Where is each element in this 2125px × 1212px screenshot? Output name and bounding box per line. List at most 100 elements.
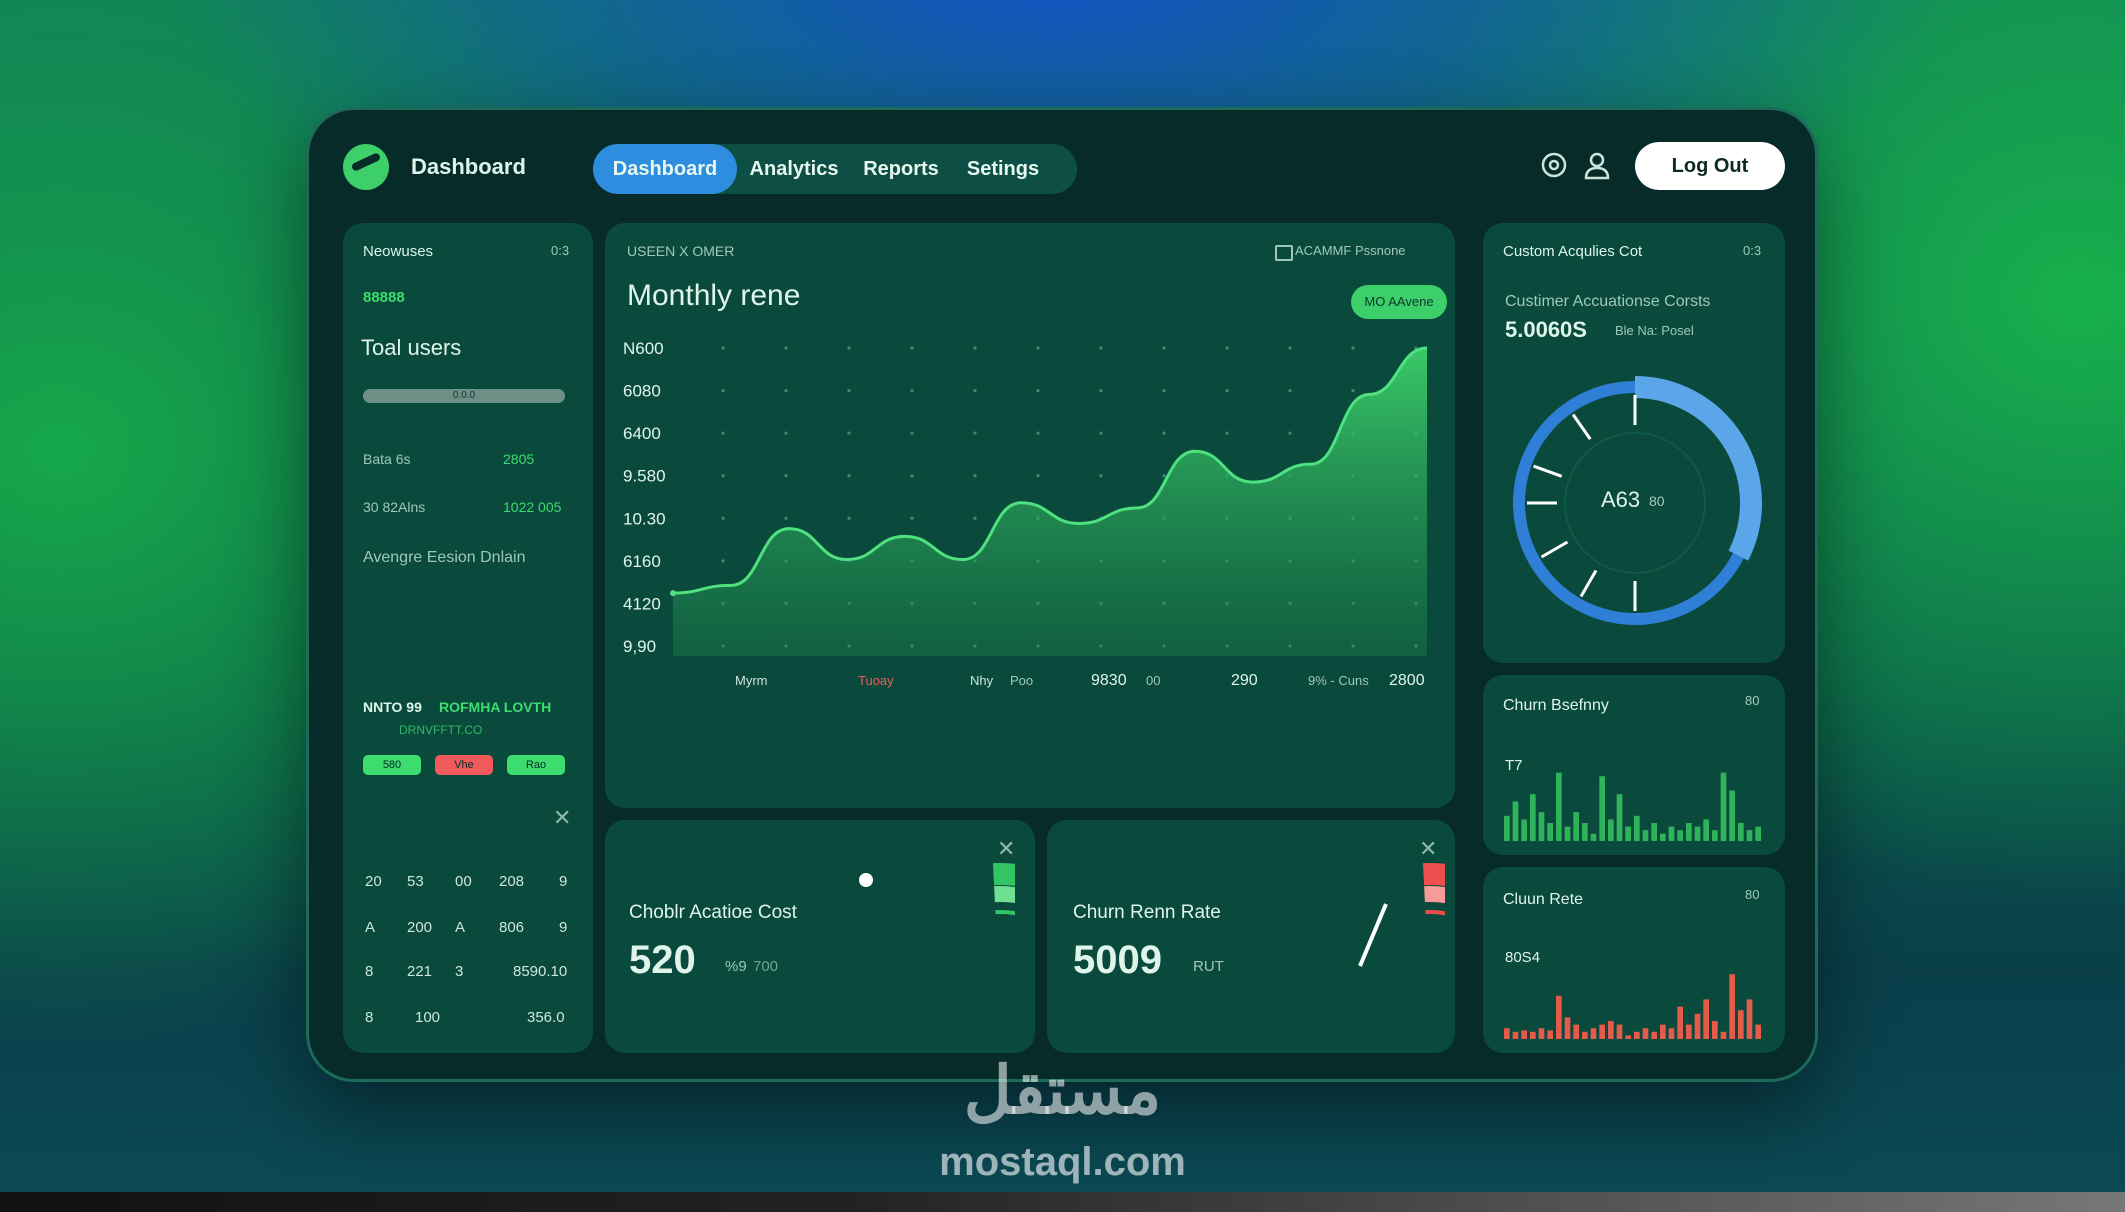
pill-1[interactable]: 580 — [363, 755, 421, 775]
acquisition-gauge — [859, 863, 1015, 916]
cac-title: Custom Acqulies Cot — [1503, 243, 1643, 260]
chart-legend-text: ACAMMF Pssnone — [1295, 243, 1406, 258]
users-progress-label: 0.0.0 — [452, 390, 476, 401]
y-tick-label: 6160 — [623, 552, 661, 571]
dashboard-window: Dashboard Dashboard Analytics Reports Se… — [306, 107, 1818, 1082]
cell-r3c2: 221 — [407, 963, 433, 980]
grid-dot — [1099, 474, 1103, 478]
users-panel-close-icon[interactable]: ✕ — [553, 805, 572, 830]
cell-r1c3: 00 — [455, 873, 472, 890]
grid-dot — [1099, 346, 1103, 350]
grid-dot — [910, 516, 914, 520]
bar — [1599, 776, 1605, 841]
monthly-area-chart: 9,90 4120 6160 10.30 9.580 6400 6080 N600 Myrm Tu… — [623, 339, 1428, 689]
x-tick-label: 9830 — [1091, 672, 1127, 689]
bar — [1642, 1028, 1649, 1039]
bar — [1668, 1028, 1675, 1039]
grid-dot — [847, 474, 851, 478]
bar — [1608, 819, 1614, 841]
bar — [1651, 823, 1657, 841]
bar — [1694, 1013, 1701, 1039]
x-tick-label: 290 — [1231, 672, 1258, 689]
tab-settings[interactable]: Setings — [966, 158, 1040, 180]
cell-r1c1: 20 — [365, 873, 382, 890]
churn-bar-chart — [1504, 772, 1761, 841]
cac-note: Ble Na: Posel — [1615, 323, 1694, 338]
monthly-chart-panel: USEEN X OMER ACAMMF Pssnone Monthly rene… — [605, 223, 1455, 808]
churn-close-icon[interactable]: ✕ — [1419, 836, 1438, 861]
bar — [1651, 1031, 1657, 1039]
y-tick-label: 9.580 — [623, 467, 666, 486]
grid-dot — [973, 474, 977, 478]
grid-dot — [847, 346, 851, 350]
pill-2[interactable]: Vhe — [435, 755, 493, 775]
bar — [1590, 1028, 1597, 1039]
bar — [1694, 826, 1701, 841]
bar — [1634, 1031, 1640, 1039]
grid-dot — [784, 431, 788, 435]
grid-dot — [1225, 346, 1229, 350]
acquisition-close-icon[interactable]: ✕ — [997, 836, 1016, 861]
pill-3[interactable]: Rao — [507, 755, 565, 775]
gauge-track — [995, 910, 1015, 916]
x-tick-label: Nhy — [970, 673, 994, 688]
main-nav: Dashboard Analytics Reports Setings — [593, 144, 1077, 194]
donut-fill — [1634, 376, 1762, 561]
x-tick-label: 00 — [1146, 673, 1160, 688]
bar — [1720, 1031, 1727, 1039]
users-panel-title: Neowuses — [363, 243, 434, 260]
bar — [1599, 1024, 1605, 1039]
grid-dot — [1162, 431, 1166, 435]
grid-dot — [1099, 431, 1103, 435]
section-title-b: ROFMHA LOVTH — [439, 699, 552, 715]
cac-subtitle: Custimer Accuationse Corsts — [1505, 293, 1711, 310]
bar — [1660, 1024, 1666, 1039]
app-logo-icon — [343, 144, 389, 190]
logout-button[interactable]: Log Out — [1635, 142, 1785, 190]
bar — [1512, 1031, 1519, 1039]
grid-dot — [1099, 388, 1103, 393]
cell-r2c3: A — [455, 919, 466, 936]
cell-r1c4: 208 — [499, 873, 525, 890]
grid-dot — [910, 346, 914, 350]
bar — [1538, 1028, 1545, 1039]
cell-r4c1: 8 — [365, 1009, 374, 1026]
area-line — [672, 346, 1428, 595]
user-icon[interactable] — [1582, 150, 1612, 180]
bar — [1729, 974, 1735, 1039]
grid-dot — [910, 388, 914, 393]
grid-dot — [721, 559, 725, 563]
bar — [1703, 999, 1709, 1039]
grid-dot — [1288, 431, 1292, 435]
chart-panel-label: USEEN X OMER — [627, 243, 735, 259]
cell-r1c2: 53 — [407, 873, 424, 890]
grid-dot — [1288, 388, 1292, 393]
settings-icon[interactable] — [1539, 150, 1569, 180]
x-tick-label: Myrm — [735, 673, 768, 688]
avg-session-label: Avengre Eesion Dnlain — [363, 549, 526, 566]
chart-action-button[interactable]: MO AAvene — [1351, 285, 1447, 319]
donut-tick — [1540, 540, 1569, 559]
grid-dot — [784, 388, 788, 393]
y-tick-label: 6080 — [623, 382, 661, 401]
y-tick-label: 4120 — [623, 594, 661, 613]
users-progress-fill — [363, 389, 565, 403]
churn-rate-bars-badge: 80 — [1745, 887, 1760, 902]
cell-r4c2: 100 — [415, 1009, 441, 1026]
grid-dot — [910, 431, 914, 435]
cell-r2c1: A — [365, 919, 376, 936]
donut-tick — [1579, 569, 1598, 598]
bar — [1564, 826, 1571, 841]
bar — [1521, 819, 1527, 841]
tab-analytics[interactable]: Analytics — [749, 158, 839, 180]
grid-dot — [784, 346, 788, 350]
donut-inner-ring — [1564, 432, 1706, 574]
bar — [1538, 812, 1545, 841]
tab-reports[interactable]: Reports — [863, 158, 939, 180]
tab-dashboard[interactable]: Dashboard — [593, 144, 737, 194]
bar — [1729, 790, 1735, 841]
bar — [1556, 772, 1562, 841]
cell-r4c4: 356.0 — [527, 1009, 565, 1026]
bar — [1746, 830, 1753, 841]
grid-dot — [1288, 346, 1292, 350]
